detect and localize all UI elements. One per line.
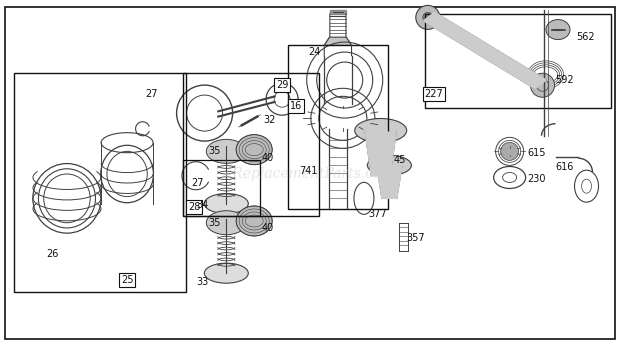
Bar [183,160,260,216]
Ellipse shape [416,6,440,29]
Text: 25: 25 [121,275,133,285]
Text: 35: 35 [208,147,221,156]
Text: 27: 27 [191,178,203,188]
Text: 27: 27 [146,89,158,99]
Ellipse shape [206,211,246,235]
Ellipse shape [236,135,272,165]
Bar [288,45,388,209]
Bar [14,73,186,292]
Bar [425,14,611,108]
Ellipse shape [368,155,411,175]
Text: 35: 35 [208,218,221,228]
Text: 230: 230 [527,174,546,184]
Text: 40: 40 [262,153,274,163]
Ellipse shape [546,19,570,40]
Text: 592: 592 [555,75,574,85]
Ellipse shape [205,263,248,283]
Text: 357: 357 [406,234,425,243]
Ellipse shape [355,119,407,142]
Ellipse shape [206,140,246,163]
Ellipse shape [423,13,433,22]
Text: 26: 26 [46,249,59,259]
Polygon shape [324,37,352,45]
Text: 615: 615 [527,148,546,158]
Text: eReplacementParts.com: eReplacementParts.com [224,167,396,181]
Text: 377: 377 [368,209,387,219]
Text: 562: 562 [577,32,595,41]
Polygon shape [365,132,396,176]
Ellipse shape [236,206,272,236]
Text: 32: 32 [264,115,276,125]
Text: 28: 28 [188,202,200,212]
Text: 616: 616 [555,162,574,172]
Text: 45: 45 [394,155,406,165]
Text: 33: 33 [197,277,209,287]
Text: 40: 40 [262,223,274,233]
Text: 227: 227 [425,89,443,99]
Text: 34: 34 [197,200,209,210]
Ellipse shape [205,193,248,214]
Text: 24: 24 [308,47,321,57]
Text: 16: 16 [290,101,302,111]
Ellipse shape [531,73,554,97]
Ellipse shape [500,142,519,160]
Text: 29: 29 [276,80,288,90]
Bar [183,73,319,216]
Polygon shape [423,12,546,89]
Text: 741: 741 [299,166,317,175]
Polygon shape [377,167,402,198]
